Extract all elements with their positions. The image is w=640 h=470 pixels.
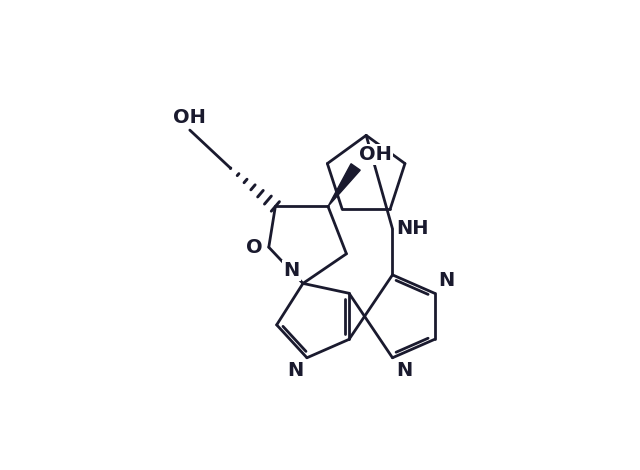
Text: OH: OH bbox=[173, 108, 206, 127]
Polygon shape bbox=[328, 164, 360, 206]
Text: N: N bbox=[284, 261, 300, 280]
Text: NH: NH bbox=[396, 219, 428, 238]
Text: N: N bbox=[396, 361, 412, 380]
Text: O: O bbox=[246, 238, 262, 257]
Text: N: N bbox=[287, 361, 303, 380]
Text: N: N bbox=[438, 271, 454, 290]
Text: OH: OH bbox=[359, 145, 392, 164]
